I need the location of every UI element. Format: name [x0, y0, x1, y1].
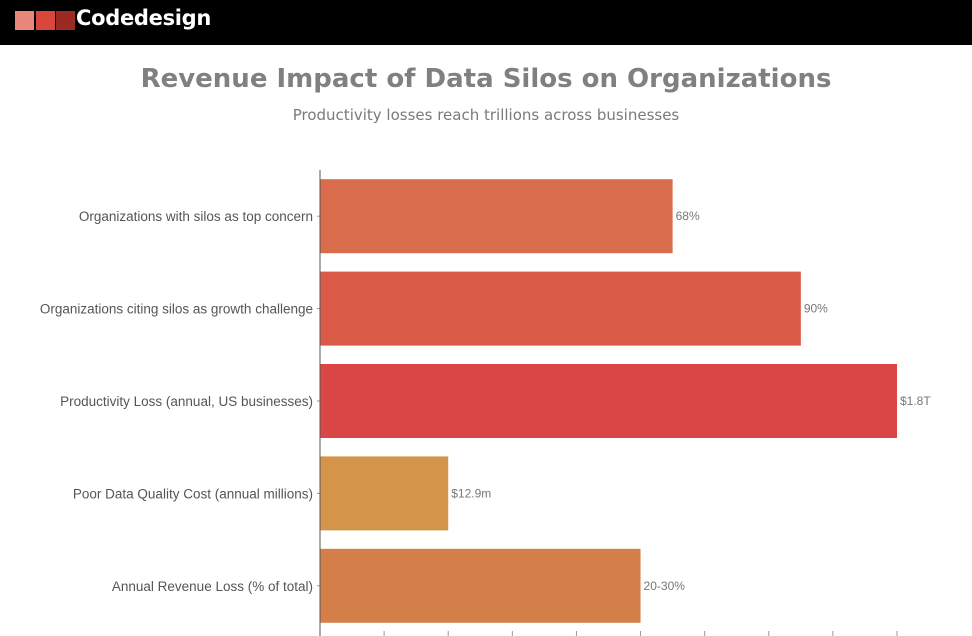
category-label: Poor Data Quality Cost (annual millions)	[73, 486, 313, 501]
data-label: $1.8T	[900, 394, 931, 408]
chart-subtitle: Productivity losses reach trillions acro…	[292, 106, 680, 124]
bar	[320, 548, 641, 623]
logo-square-icon	[56, 11, 75, 30]
data-label: $12.9m	[451, 486, 491, 500]
chart-title: Revenue Impact of Data Silos on Organiza…	[140, 64, 832, 94]
logo-square-icon	[15, 11, 34, 30]
bar	[320, 271, 801, 346]
top-bar: Codedesign	[0, 0, 972, 45]
category-label: Annual Revenue Loss (% of total)	[112, 579, 313, 594]
data-label: 90%	[804, 302, 828, 316]
logo-square-icon	[36, 11, 55, 30]
bar	[320, 364, 897, 438]
data-label: 20-30%	[644, 579, 686, 593]
category-label: Organizations citing silos as growth cha…	[40, 302, 313, 317]
category-label: Productivity Loss (annual, US businesses…	[60, 394, 313, 409]
category-label: Organizations with silos as top concern	[79, 209, 313, 224]
brand-name[interactable]: Codedesign	[76, 6, 212, 30]
bar	[320, 179, 673, 254]
data-label: 68%	[676, 209, 700, 223]
bar	[320, 456, 449, 531]
